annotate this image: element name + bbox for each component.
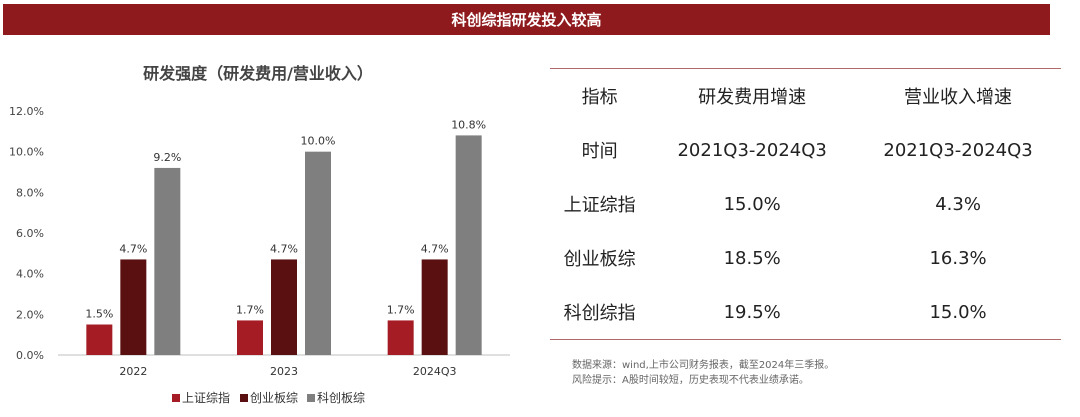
chart-canvas: 研发强度（研发费用/营业收入） 0.0% 2.0% 4.0% 6.0% 8.0% 10.0%… [9,64,510,405]
x-tick-label: 2024Q3 [413,365,457,378]
y-tick-label: 10.0% [9,146,44,159]
legend-label: 科创板综 [317,391,365,405]
table-header-cell: 指标 [581,87,618,108]
risk-note: 风险提示：A股时间较短，历史表现不代表业绩承诺。 [572,375,809,386]
y-tick-label: 8.0% [16,186,44,199]
growth-table: 指标 研发费用增速 营业收入增速 时间 2021Q3-2024Q3 2021Q3… [550,68,1061,340]
legend-label: 上证综指 [182,390,230,405]
legend-swatch [307,394,315,402]
data-label: 4.7% [421,242,449,255]
bar [455,135,482,355]
table-cell: 16.3% [929,247,987,269]
bar [421,259,448,355]
table-cell: 时间 [581,141,618,162]
bar [120,259,147,355]
data-label: 1.5% [85,308,113,321]
x-tick-label: 2023 [270,365,298,378]
y-tick-label: 12.0% [9,105,44,118]
bar [86,324,113,355]
table-row: 创业板综 18.5% 16.3% [550,231,1061,285]
data-label: 4.7% [119,242,147,255]
rd-intensity-chart: 研发强度（研发费用/营业收入） 0.0% 2.0% 4.0% 6.0% 8.0% 10.0%… [0,45,525,417]
y-tick-label: 0.0% [16,349,44,362]
bar [305,151,331,355]
legend-swatch [240,394,248,402]
data-label: 10.0% [301,135,336,148]
table-header-cell: 营业收入增速 [904,87,1013,108]
banner-title: 科创综指研发投入较高 [451,11,602,29]
section-banner: 科创综指研发投入较高 [3,4,1050,35]
table-row: 科创综指 19.5% 15.0% [550,285,1061,340]
table-cell: 18.5% [723,247,781,269]
source-note: 数据来源：wind,上市公司财务报表，截至2024年三季报。 [572,360,835,371]
table-cell: 2021Q3-2024Q3 [677,139,827,161]
data-label: 1.7% [236,303,264,316]
data-label: 10.8% [451,118,486,131]
table-cell: 科创综指 [563,303,636,324]
table-row: 时间 2021Q3-2024Q3 2021Q3-2024Q3 [550,123,1061,177]
x-tick-label: 2022 [119,365,147,378]
data-label: 1.7% [387,303,415,316]
y-tick-label: 6.0% [16,227,44,240]
bar [271,259,297,355]
bar [387,320,414,355]
table-cell: 上证综指 [563,195,636,216]
table-cell: 2021Q3-2024Q3 [883,139,1033,161]
chart-title: 研发强度（研发费用/营业收入） [143,64,373,83]
legend-label: 创业板综 [250,391,298,405]
table-cell: 15.0% [929,301,987,323]
y-tick-label: 4.0% [16,268,44,281]
data-label: 4.7% [270,242,298,255]
table-cell: 15.0% [723,193,781,215]
legend-swatch [172,394,180,402]
y-tick-label: 2.0% [16,308,44,321]
data-label: 9.2% [153,151,181,164]
table-cell: 19.5% [723,301,781,323]
table-cell: 创业板综 [563,249,636,270]
table-row: 上证综指 15.0% 4.3% [550,177,1061,231]
footnotes: 数据来源：wind,上市公司财务报表，截至2024年三季报。 风险提示：A股时间… [572,358,834,388]
table-header-row: 指标 研发费用增速 营业收入增速 [550,68,1061,124]
bar [237,320,263,355]
table-header-cell: 研发费用增速 [698,87,807,108]
table-cell: 4.3% [935,193,981,215]
bar [154,167,181,355]
